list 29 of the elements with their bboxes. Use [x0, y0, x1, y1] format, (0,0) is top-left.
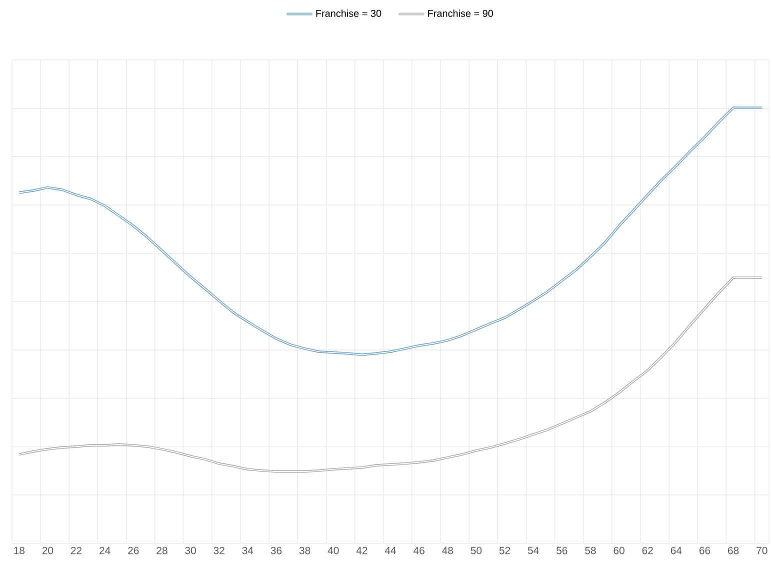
x-tick-label: 20: [42, 546, 54, 554]
x-tick-label: 66: [699, 546, 710, 554]
x-tick-label: 28: [156, 546, 168, 554]
x-tick-label: 56: [556, 546, 568, 554]
legend-label: Franchise = 90: [428, 10, 494, 17]
x-tick-label: 32: [214, 546, 224, 554]
x-tick-label: 52: [499, 546, 510, 554]
x-tick-label: 36: [270, 546, 282, 554]
x-tick-label: 70: [756, 546, 768, 554]
x-tick-label: 60: [614, 546, 624, 554]
x-tick-label: 48: [442, 546, 453, 554]
x-tick-label: 24: [100, 546, 110, 554]
x-tick-label: 46: [414, 546, 424, 554]
x-tick-label: 62: [642, 546, 653, 554]
x-tick-label: 54: [528, 546, 539, 554]
x-tick-label: 18: [14, 546, 24, 554]
x-tick-label: 38: [299, 546, 310, 554]
x-tick-label: 22: [70, 546, 82, 554]
x-tick-label: 26: [128, 546, 139, 554]
x-tick-label: 68: [728, 546, 739, 554]
x-tick-label: 44: [384, 546, 396, 554]
x-tick-label: 42: [356, 546, 368, 554]
x-tick-label: 64: [670, 546, 682, 554]
legend-label: Franchise = 30: [316, 10, 382, 17]
x-tick-label: 34: [242, 546, 254, 554]
x-tick-label: 50: [470, 546, 482, 554]
x-tick-label: 30: [185, 546, 196, 554]
x-tick-label: 40: [328, 546, 339, 554]
x-tick-label: 58: [585, 546, 596, 554]
